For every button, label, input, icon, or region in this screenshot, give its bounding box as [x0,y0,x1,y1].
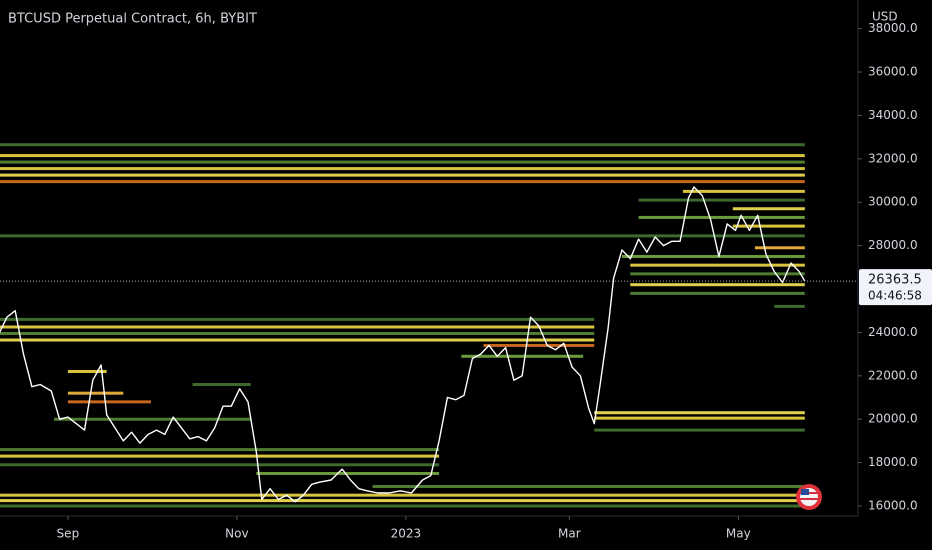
y-tick-label: 30000.0 [868,195,918,209]
level [630,272,805,276]
level [0,143,805,147]
chart-title: BTCUSD Perpetual Contract, 6h, BYBIT [8,12,257,27]
level [0,454,440,458]
level [0,463,440,467]
y-tick-label: 36000.0 [868,65,918,79]
x-tick-label: Mar [558,527,581,541]
x-tick-label: Nov [225,527,248,541]
level [54,417,251,421]
x-tick-label: May [726,527,751,541]
level [461,354,584,358]
level [630,283,805,287]
last-price-box [859,269,932,306]
level [594,428,805,432]
level [256,471,440,475]
level [0,154,805,158]
level [594,416,805,420]
level [594,411,805,415]
level [192,383,251,387]
level [0,160,805,164]
countdown: 04:46:58 [868,289,922,303]
y-tick-label: 28000.0 [868,238,918,252]
level [372,484,805,488]
y-axis-label: USD [872,10,898,24]
y-tick-label: 24000.0 [868,325,918,339]
axes: 16000.0 18000.0 20000.0 22000.0 24000.0 28000… [57,21,932,541]
level [483,343,595,347]
level [0,325,595,329]
y-tick-label: 38000.0 [868,21,918,35]
level [630,263,805,267]
level [732,224,805,228]
y-tick-label: 20000.0 [868,412,918,426]
plot [0,186,858,503]
level [0,338,595,342]
levels [0,143,805,508]
level [0,504,805,508]
level [682,189,805,193]
level [630,291,805,295]
level [67,391,124,395]
level [732,207,805,211]
x-tick-label: Sep [57,527,80,541]
level [0,499,805,503]
level [0,234,805,238]
level [621,254,805,258]
level [67,369,107,373]
level [0,167,805,171]
level [754,246,805,250]
price-line [0,186,806,503]
y-tick-label: 16000.0 [868,499,918,513]
level [0,180,805,184]
level [0,332,595,336]
level [67,400,151,404]
y-tick-label: 22000.0 [868,368,918,382]
level [0,448,440,452]
last-price-label: 26363.5 [868,273,922,288]
level [774,304,805,308]
y-tick-label: 18000.0 [868,455,918,469]
level [0,173,805,177]
level [638,198,805,202]
level [638,215,805,219]
flag-icon[interactable] [796,484,822,510]
x-tick-label: 2023 [391,527,422,541]
y-tick-label: 34000.0 [868,108,918,122]
y-tick-label: 32000.0 [868,151,918,165]
level [0,493,805,497]
level [0,317,595,321]
